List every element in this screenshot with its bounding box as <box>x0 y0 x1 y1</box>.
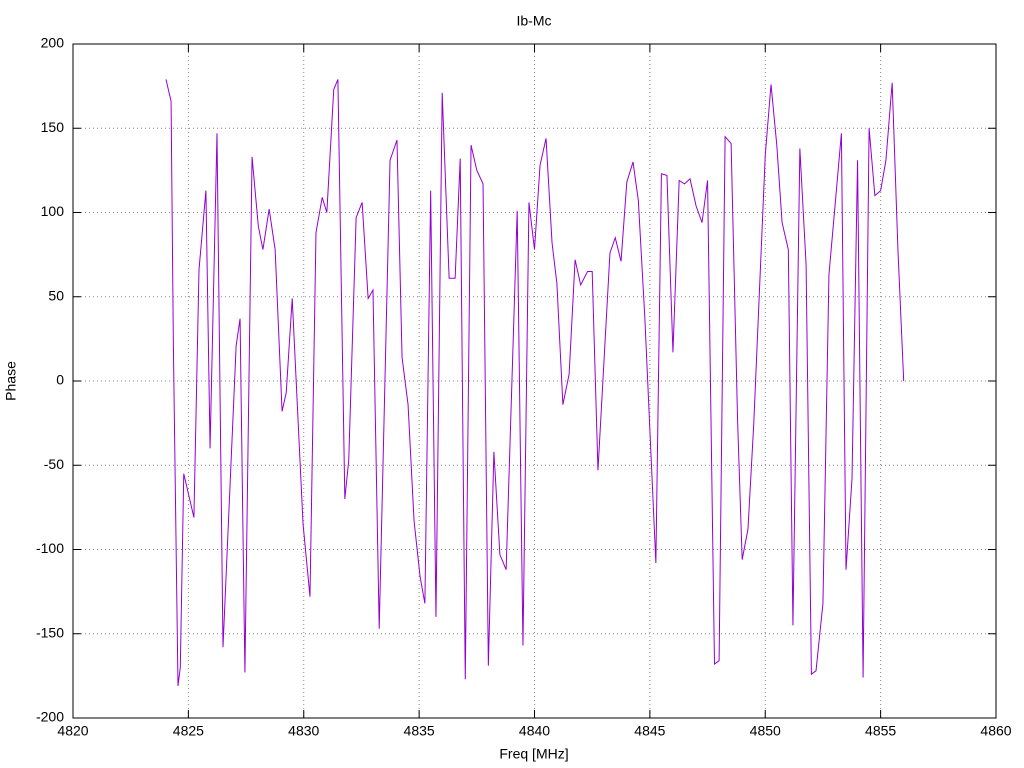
x-tick-label: 4860 <box>980 723 1011 739</box>
y-tick-label: 50 <box>48 287 64 303</box>
x-tick-label: 4835 <box>404 723 435 739</box>
y-tick-label: -50 <box>44 456 64 472</box>
plot-frame <box>72 43 997 719</box>
x-tick-label: 4825 <box>173 723 204 739</box>
x-axis-label: Freq [MHz] <box>499 746 568 762</box>
x-tick-label: 4840 <box>519 723 550 739</box>
chart-title: Ib-Mc <box>517 13 552 29</box>
x-tick-label: 4820 <box>57 723 88 739</box>
x-tick-label: 4850 <box>750 723 781 739</box>
y-tick-label: -150 <box>36 624 64 640</box>
y-tick-label: 0 <box>56 372 64 388</box>
y-axis-label: Phase <box>3 361 19 401</box>
y-tick-label: -200 <box>36 709 64 725</box>
x-tick-label: 4855 <box>865 723 896 739</box>
x-tick-label: 4830 <box>288 723 319 739</box>
x-tick-label: 4845 <box>634 723 665 739</box>
y-tick-label: -100 <box>36 540 64 556</box>
y-tick-label: 100 <box>41 203 65 219</box>
data-line <box>165 79 905 687</box>
y-tick-label: 150 <box>41 119 65 135</box>
y-tick-label: 200 <box>41 35 65 51</box>
